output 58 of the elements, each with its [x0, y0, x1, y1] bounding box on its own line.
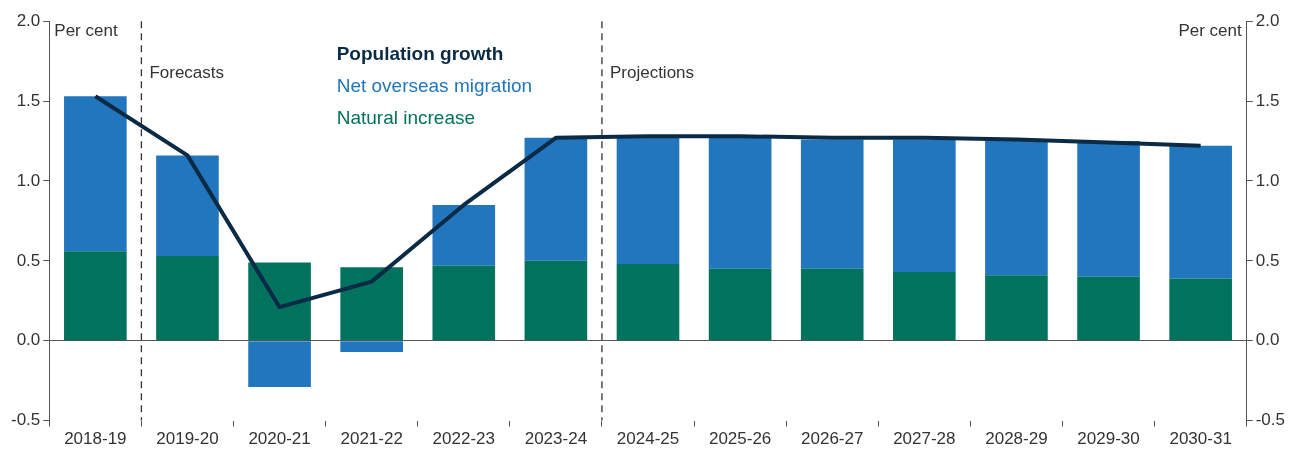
x-tick-label: 2026-27 [801, 429, 864, 449]
annotation: Projections [609, 62, 695, 82]
x-tick-label: 2018-19 [64, 429, 127, 449]
x-tick-label: 2019-20 [156, 429, 219, 449]
bar [340, 341, 403, 352]
y-tick-label: 1.0 [16, 170, 41, 190]
bar [156, 256, 219, 341]
bar [64, 251, 127, 341]
annotation: Forecasts [149, 62, 225, 82]
bar [248, 262, 311, 341]
y2-axis-title: Per cent [1178, 20, 1242, 40]
bar [708, 268, 772, 341]
x-tick-label: 2030-31 [1169, 429, 1232, 449]
bar [800, 139, 864, 269]
y2-tick-label: 0.5 [1255, 250, 1280, 270]
y-tick-label: 0.0 [16, 330, 41, 350]
x-tick-label: 2023-24 [524, 429, 588, 449]
bar [893, 272, 956, 341]
bar [708, 137, 772, 269]
text: Natural increase [336, 107, 476, 129]
x-tick-label: 2022-23 [432, 429, 495, 449]
bar [248, 341, 311, 388]
bar [616, 264, 680, 341]
bar [432, 265, 496, 341]
bar [156, 155, 219, 257]
bar [432, 204, 496, 266]
x-tick-label: 2024-25 [616, 429, 680, 449]
bar [1169, 145, 1232, 279]
bar [800, 268, 864, 341]
bar [616, 137, 680, 265]
x-tick-label: 2029-30 [1077, 429, 1140, 449]
bar [1077, 141, 1140, 277]
y2-tick-label: 1.0 [1255, 170, 1280, 190]
y2-tick-label: 2.0 [1255, 10, 1280, 30]
text: Population growth [336, 43, 504, 65]
bar [893, 139, 956, 273]
y2-tick-label: 1.5 [1255, 90, 1280, 110]
x-tick-label: 2025-26 [708, 429, 772, 449]
x-tick-label: 2021-22 [340, 429, 403, 449]
bar [64, 96, 127, 252]
bar [524, 137, 588, 261]
x-tick-label: 2020-21 [248, 429, 311, 449]
bar [1169, 278, 1232, 341]
y2-tick-label: -0.5 [1255, 410, 1285, 430]
y-axis-title: Per cent [54, 20, 118, 40]
bar [985, 275, 1048, 341]
y2-tick-label: 0.0 [1255, 330, 1280, 350]
text: Net overseas migration [336, 75, 533, 97]
y-tick-label: 0.5 [16, 250, 41, 270]
bar [1077, 276, 1140, 341]
x-tick-label: 2028-29 [985, 429, 1048, 449]
bar [340, 267, 403, 341]
bar [985, 141, 1048, 276]
y-tick-label: -0.5 [11, 410, 41, 430]
x-tick-label: 2027-28 [893, 429, 956, 449]
y-tick-label: 2.0 [16, 10, 41, 30]
bar [524, 260, 588, 341]
y-tick-label: 1.5 [16, 90, 41, 110]
